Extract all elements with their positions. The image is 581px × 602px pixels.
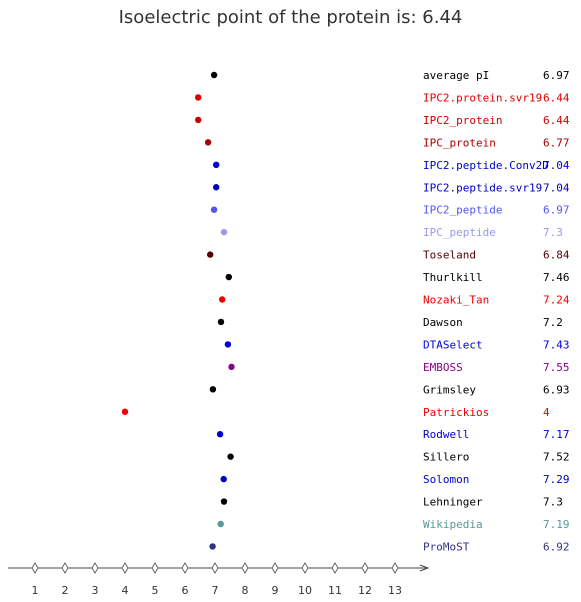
method-label: IPC2.peptide.svr19 [423,181,542,194]
data-point [225,273,232,281]
x-tick-label: 5 [152,584,159,597]
data-point [204,139,212,146]
data-point [213,184,220,191]
x-tick-label: 2 [62,584,69,597]
method-label: Grimsley [423,383,476,396]
data-point [210,206,218,213]
pi-value-label: 7.29 [543,473,570,486]
data-point [219,296,226,303]
x-tick-label: 7 [212,584,219,597]
pi-value-label: 6.44 [543,91,570,104]
x-tick-mark [301,562,309,574]
pi-value-label: 6.77 [543,136,570,149]
pi-value-label: 6.92 [543,540,570,553]
x-axis: 1 2 3 4 5 6 7 8 9 10 11 12 13 [8,562,430,597]
method-label: IPC2_protein [423,114,502,127]
x-tick-label: 12 [358,584,372,597]
pi-value-label: 6.93 [543,383,570,396]
data-point [220,498,228,505]
x-tick-mark [391,562,399,574]
method-label: IPC_peptide [423,226,496,239]
method-label: Wikipedia [423,518,483,531]
x-tick-label: 9 [272,584,279,597]
x-tick-label: 11 [328,584,342,597]
method-label: Dawson [423,316,463,329]
data-point [217,318,225,326]
data-point [213,161,220,168]
pi-value-label: 6.97 [543,204,570,217]
x-tick-mark [31,562,39,574]
method-label: IPC_protein [423,136,496,149]
data-point [210,71,218,79]
method-label: Lehninger [423,496,483,509]
x-tick-mark [121,562,129,574]
data-point [217,520,224,528]
method-label: Sillero [423,451,469,464]
x-tick-mark [61,562,69,574]
pi-value-label: 6.97 [543,69,570,82]
pi-value-label: 7.3 [543,496,563,509]
data-points [121,71,235,550]
method-label: IPC2.protein.svr19 [423,91,542,104]
method-label: Toseland [423,249,476,262]
pi-value-label: 7.19 [543,518,570,531]
data-point [209,543,216,550]
method-label: IPC2_peptide [423,204,502,217]
x-tick-mark [241,562,249,574]
data-point [227,453,234,460]
pi-value-label: 7.46 [543,271,570,284]
x-tick-label: 4 [122,584,129,597]
x-tick-label: 8 [242,584,249,597]
x-axis-arrow [419,564,430,572]
x-tick-mark [331,562,339,574]
data-point [195,116,202,124]
pi-value-label: 7.24 [543,294,570,307]
x-tick-mark [361,562,369,574]
data-point [220,228,228,236]
data-point [220,475,227,483]
method-label: Thurlkill [423,271,483,284]
x-tick-mark [271,562,279,574]
x-tick-label: 1 [32,584,39,597]
x-tick-label: 10 [298,584,312,597]
method-label: IPC2.peptide.Conv2D [423,159,549,172]
pi-value-label: 7.55 [543,361,570,374]
pi-value-label: 6.84 [543,249,570,262]
pi-value-label: 7.43 [543,338,570,351]
chart-title: Isoelectric point of the protein is: 6.4… [118,7,463,28]
pi-value-label: 4 [543,406,550,419]
x-tick-mark [91,562,99,574]
pi-value-label: 7.52 [543,451,570,464]
pi-value-label: 7.3 [543,226,563,239]
data-point [209,386,217,393]
x-tick-label: 3 [92,584,99,597]
data-point [224,341,232,348]
method-label: EMBOSS [423,361,463,374]
data-point [195,94,202,101]
pi-value-label: 7.04 [543,159,570,172]
pi-value-label: 7.2 [543,316,563,329]
x-tick-label: 13 [388,584,402,597]
method-label: average pI [423,69,489,82]
pi-value-label: 6.44 [543,114,570,127]
data-point [207,251,214,258]
method-label: ProMoST [423,540,470,553]
x-tick-mark [211,562,219,574]
method-label: Solomon [423,473,469,486]
data-point [228,363,235,371]
data-point [121,408,129,415]
data-point [216,431,224,438]
method-label: DTASelect [423,338,483,351]
x-tick-label: 6 [182,584,189,597]
x-tick-mark [181,562,189,574]
pi-value-label: 7.04 [543,181,570,194]
pi-value-label: 7.17 [543,428,570,441]
method-label: Patrickios [423,406,489,419]
method-label: Rodwell [423,428,469,441]
x-tick-mark [151,562,159,574]
method-label: Nozaki_Tan [423,294,489,307]
